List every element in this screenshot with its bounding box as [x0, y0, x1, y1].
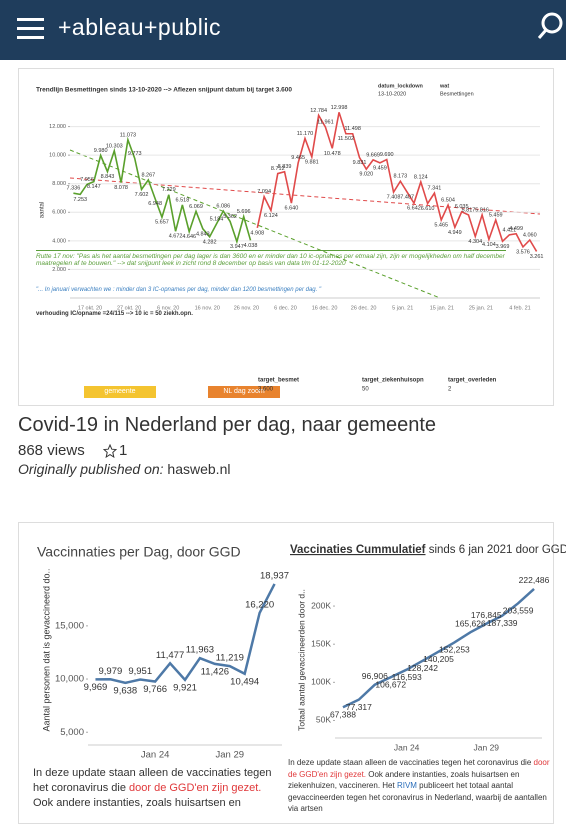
star-icon[interactable]	[103, 444, 117, 458]
published-label: Originally published on:	[18, 461, 164, 477]
published: Originally published on: hasweb.nl	[18, 461, 230, 477]
note-text: In deze update staan alleen de vaccinati…	[288, 758, 534, 767]
note: Rutte 17 nov: "Pas als het aantal besmet…	[36, 250, 506, 267]
menu-icon[interactable]	[16, 17, 46, 41]
search-icon[interactable]	[538, 12, 566, 40]
views: 868 views	[18, 442, 85, 459]
published-source[interactable]: hasweb.nl	[167, 461, 230, 477]
thumbnail[interactable]	[18, 68, 554, 406]
header: +ableau+public	[0, 0, 566, 60]
ratio: verhouding IC/opname =24/115 --> 10 ic =…	[36, 311, 193, 317]
note: In deze update staan alleen de vaccinati…	[33, 766, 281, 811]
note: In deze update staan alleen de vaccinati…	[288, 757, 550, 815]
note: "... In januari verwachten we : minder d…	[36, 287, 506, 293]
note-highlight: door de GGD'en zijn gezet.	[129, 782, 261, 794]
filter-button[interactable]: NL dag zoom	[208, 386, 280, 398]
logo[interactable]: +ableau+public	[58, 14, 221, 41]
note-link[interactable]: RIVM	[397, 781, 417, 790]
note-text: Ook andere instanties, zoals huisartsen …	[33, 797, 241, 809]
favorites: 1	[119, 442, 127, 459]
viz-title[interactable]: Covid-19 in Nederland per dag, naar geme…	[18, 414, 436, 437]
filter-button[interactable]: gemeente	[84, 386, 156, 398]
